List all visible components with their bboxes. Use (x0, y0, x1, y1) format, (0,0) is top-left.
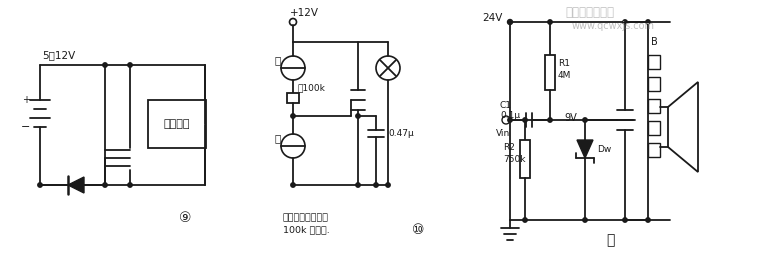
Circle shape (523, 118, 527, 122)
Bar (648, 55, 660, 69)
Circle shape (583, 118, 588, 122)
Text: +: + (22, 95, 30, 105)
Bar (545, 55, 555, 90)
Circle shape (623, 218, 627, 222)
Circle shape (290, 19, 296, 26)
Text: 100k 电阻值.: 100k 电阻值. (283, 225, 330, 235)
Circle shape (583, 218, 588, 222)
Bar (648, 143, 660, 157)
Circle shape (291, 183, 295, 187)
Text: 亮: 亮 (275, 55, 281, 65)
Text: 0.47μ: 0.47μ (388, 128, 414, 138)
Circle shape (103, 63, 107, 67)
Text: C1: C1 (500, 101, 512, 110)
Bar (648, 77, 660, 91)
Text: R2: R2 (503, 143, 515, 152)
Circle shape (128, 183, 132, 187)
Text: 0.1μ: 0.1μ (500, 111, 520, 120)
Polygon shape (68, 177, 84, 193)
Text: 24V: 24V (482, 13, 502, 23)
Text: 5～12V: 5～12V (42, 50, 75, 60)
Circle shape (386, 183, 390, 187)
Bar (520, 140, 530, 178)
Circle shape (502, 116, 510, 124)
Text: 750k: 750k (503, 156, 526, 165)
Circle shape (646, 218, 650, 222)
Circle shape (356, 114, 360, 118)
Circle shape (38, 183, 42, 187)
Text: 汽车维修技术网: 汽车维修技术网 (565, 5, 614, 19)
Text: Dw: Dw (597, 146, 611, 155)
Circle shape (523, 218, 527, 222)
Text: 电子电路: 电子电路 (164, 119, 190, 129)
Circle shape (281, 134, 305, 158)
Text: −: − (21, 122, 30, 132)
Text: B: B (651, 37, 658, 47)
Text: Vin: Vin (496, 130, 511, 139)
Text: ＊100k: ＊100k (297, 84, 325, 93)
Text: www.qcwxjs.com: www.qcwxjs.com (572, 21, 655, 31)
Circle shape (376, 56, 400, 80)
Circle shape (374, 183, 378, 187)
Bar (648, 99, 660, 113)
Text: R1: R1 (558, 59, 570, 68)
Bar (148, 100, 206, 148)
Circle shape (507, 20, 513, 25)
Circle shape (291, 114, 295, 118)
Circle shape (548, 118, 552, 122)
Text: +12V: +12V (290, 8, 319, 18)
Text: ＊调光速度可改变: ＊调光速度可改变 (283, 214, 329, 222)
Text: ⑨: ⑨ (179, 211, 191, 225)
Circle shape (623, 20, 627, 24)
Text: 4M: 4M (558, 70, 572, 79)
Circle shape (281, 56, 305, 80)
Circle shape (128, 63, 132, 67)
Text: 暗: 暗 (275, 133, 281, 143)
Polygon shape (577, 140, 593, 158)
Polygon shape (668, 82, 698, 172)
Text: ⑪: ⑪ (606, 233, 614, 247)
Circle shape (507, 118, 512, 122)
Text: ⑩: ⑩ (411, 223, 424, 237)
Bar (648, 121, 660, 135)
Circle shape (548, 20, 552, 24)
Circle shape (103, 183, 107, 187)
Text: 9V: 9V (564, 113, 577, 123)
Circle shape (356, 183, 360, 187)
Circle shape (646, 20, 650, 24)
Bar (287, 93, 299, 103)
